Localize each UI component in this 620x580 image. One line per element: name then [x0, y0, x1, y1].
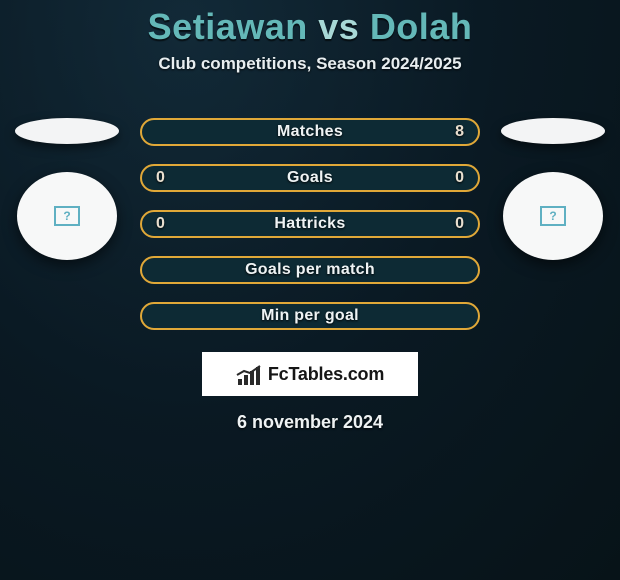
stat-right-value: 8 [444, 123, 464, 141]
player2-crest: ? [503, 172, 603, 260]
player1-crest: ? [17, 172, 117, 260]
stat-label: Goals [176, 169, 444, 187]
barchart-icon [236, 363, 262, 385]
stat-left-value: 0 [156, 169, 176, 187]
stat-row: Goals per match [140, 256, 480, 284]
stat-label: Goals per match [176, 261, 444, 279]
right-side: ? [498, 118, 608, 260]
question-icon: ? [540, 206, 566, 226]
stat-right-value: 0 [444, 215, 464, 233]
player2-name: Dolah [370, 6, 473, 47]
stats-list: Matches 8 0 Goals 0 0 Hattricks 0 Goals … [140, 118, 480, 330]
subtitle: Club competitions, Season 2024/2025 [0, 54, 620, 74]
source-logo: FcTables.com [202, 352, 418, 396]
question-icon: ? [54, 206, 80, 226]
stat-row: 0 Goals 0 [140, 164, 480, 192]
stat-row: 0 Hattricks 0 [140, 210, 480, 238]
stat-row: Min per goal [140, 302, 480, 330]
player2-flag [501, 118, 605, 144]
comparison-panel: ? Matches 8 0 Goals 0 0 Hattricks 0 Goal… [0, 118, 620, 330]
player1-flag [15, 118, 119, 144]
stat-row: Matches 8 [140, 118, 480, 146]
stat-label: Matches [176, 123, 444, 141]
left-side: ? [12, 118, 122, 260]
page-title: Setiawan vs Dolah [0, 6, 620, 48]
stat-label: Hattricks [176, 215, 444, 233]
source-logo-text: FcTables.com [268, 364, 384, 385]
stat-label: Min per goal [176, 307, 444, 325]
player1-name: Setiawan [148, 6, 308, 47]
date-text: 6 november 2024 [0, 412, 620, 433]
vs-text: vs [318, 6, 359, 47]
stat-right-value: 0 [444, 169, 464, 187]
stat-left-value: 0 [156, 215, 176, 233]
